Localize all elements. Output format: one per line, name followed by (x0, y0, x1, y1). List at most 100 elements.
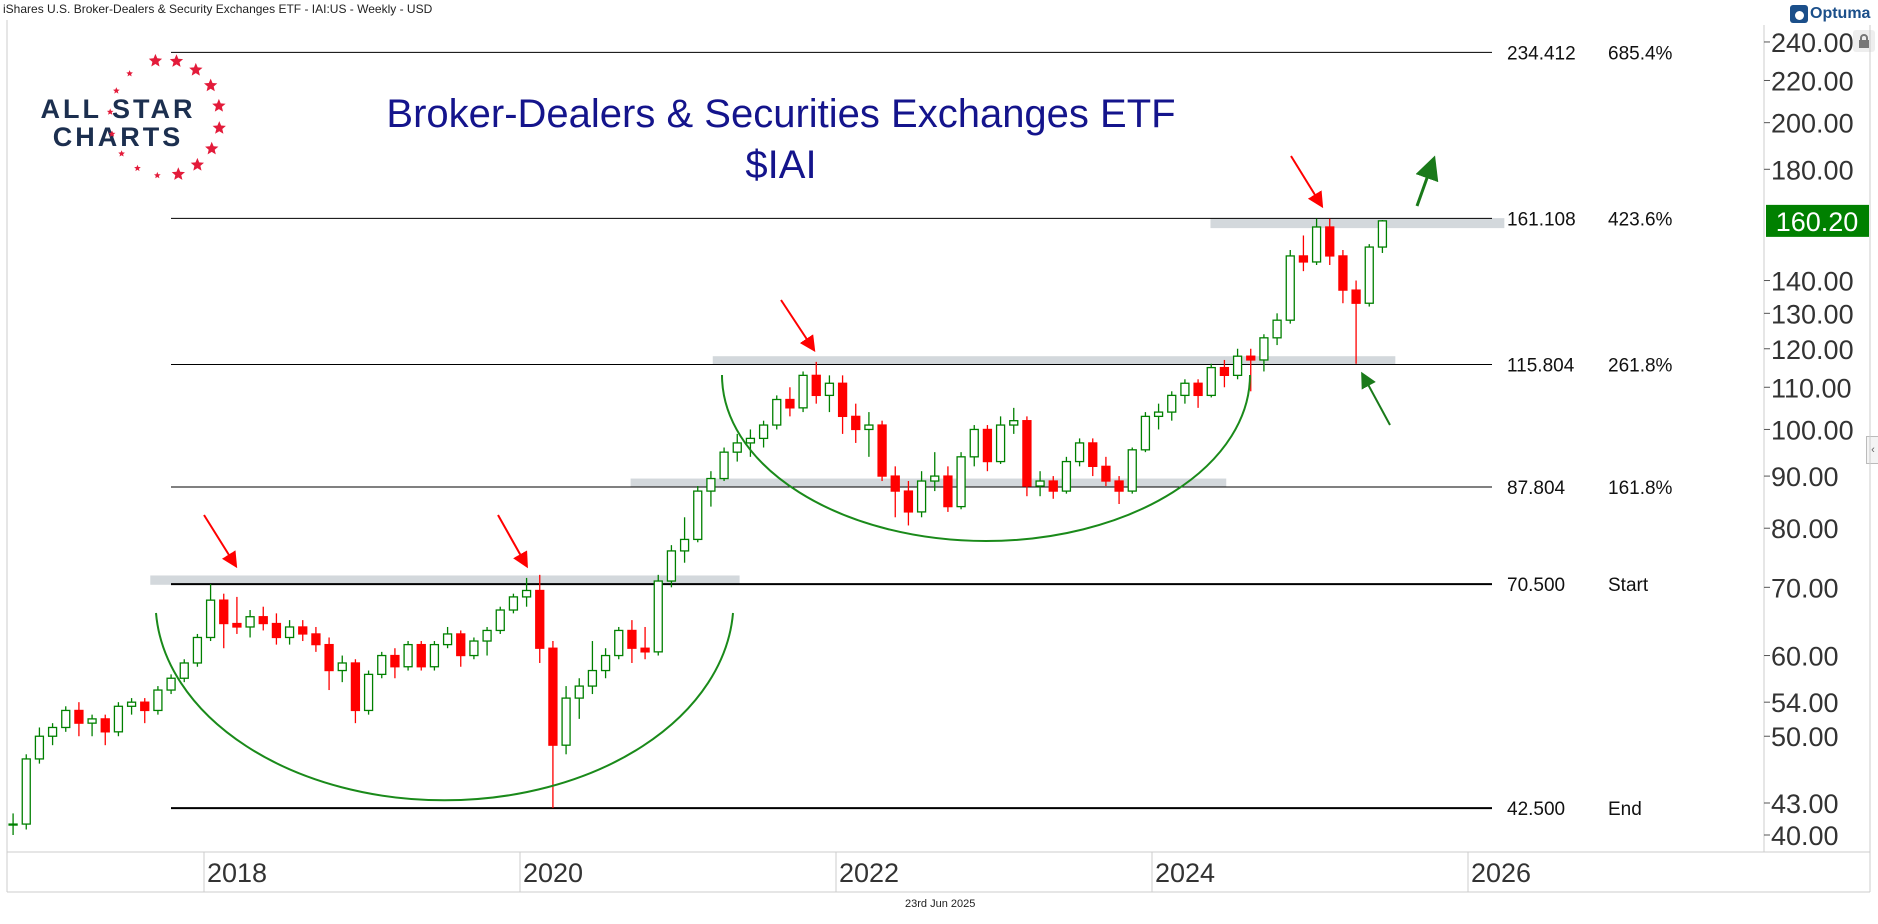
candle-body (732, 442, 742, 453)
candle-body (903, 490, 914, 513)
candle-body (535, 589, 545, 649)
candle-body (258, 616, 268, 625)
candle-body (1311, 226, 1322, 263)
candle-body (271, 622, 282, 639)
candle-body (482, 629, 492, 642)
y-tick-label: 240.00 (1771, 28, 1854, 58)
candle-body (1114, 480, 1124, 492)
x-tick-label: 2018 (207, 858, 267, 888)
optuma-logo: Optuma (1790, 3, 1870, 25)
candle-body (1074, 442, 1085, 463)
level-value: 115.804 (1507, 356, 1575, 377)
candle-body (416, 643, 426, 668)
candle-body (8, 823, 18, 826)
candle-body (1206, 366, 1216, 397)
candle-body (1338, 255, 1348, 291)
logo-line-2: CHARTS (53, 122, 184, 152)
star-icon (204, 78, 218, 92)
green-arrow-up-icon (1415, 155, 1439, 207)
candle-body (337, 662, 347, 672)
star-icon (169, 54, 184, 67)
candle-body (469, 640, 479, 657)
candle-body (521, 589, 532, 598)
resistance-zone (1210, 218, 1505, 229)
footer-date: 23rd Jun 2025 (905, 898, 976, 910)
candle-body (851, 415, 861, 431)
candle-body (363, 673, 374, 712)
y-tick-label: 120.00 (1771, 335, 1854, 365)
candle-body (403, 643, 413, 668)
x-tick-label: 2026 (1471, 858, 1531, 888)
candle-body (1048, 480, 1058, 492)
star-icon (108, 130, 116, 137)
y-tick-label: 110.00 (1771, 373, 1852, 403)
candle-body (587, 669, 598, 687)
star-icon (113, 87, 120, 94)
resistance-zone (712, 356, 1396, 365)
candle-body (1219, 366, 1230, 377)
candle-body (47, 726, 58, 737)
star-icon (106, 108, 114, 115)
candle-body (943, 475, 953, 508)
logo-line-1: ALL STAR (41, 94, 196, 124)
level-label: 423.6% (1608, 209, 1673, 230)
level-value: 234.412 (1507, 43, 1576, 64)
candle-body (1061, 460, 1072, 492)
candle-body (126, 701, 137, 707)
candle-body (679, 538, 690, 552)
y-tick-label: 100.00 (1771, 415, 1854, 445)
level-value: 87.804 (1507, 478, 1566, 499)
star-icon (154, 171, 161, 179)
candle-body (442, 633, 453, 646)
candle-body (745, 437, 756, 444)
x-tick-label: 2022 (839, 858, 899, 888)
candle-body (837, 382, 848, 418)
level-label: 161.8% (1608, 478, 1673, 499)
candle-body (34, 735, 45, 760)
candle-body (969, 428, 979, 458)
level-value: 70.500 (1507, 575, 1565, 596)
candle-body (390, 654, 400, 668)
candle-body (219, 599, 229, 625)
candle-body (153, 689, 163, 712)
candle-body (864, 424, 874, 431)
candle-body (508, 596, 519, 611)
candle-body (1088, 442, 1098, 468)
rounding-bottom-arc-2 (721, 374, 1251, 542)
collapse-panel-button[interactable]: ‹ (1866, 436, 1878, 464)
candle-body (1167, 394, 1177, 413)
candle-body (1180, 382, 1190, 397)
chart-title: Broker-Dealers & Securities Exchanges ET… (386, 92, 1175, 136)
candle-body (1022, 420, 1032, 487)
candle-body (1009, 420, 1019, 426)
candle-body (1325, 226, 1335, 257)
candle-body (74, 709, 84, 724)
y-tick-label: 180.00 (1771, 155, 1854, 185)
candle-body (179, 662, 189, 679)
candle-body (666, 550, 677, 582)
resistance-zone (150, 575, 740, 585)
candle-body (298, 626, 308, 635)
candle-body (627, 629, 637, 649)
candle-body (1285, 255, 1295, 321)
star-icon (190, 157, 204, 171)
y-tick-label: 43.00 (1771, 789, 1839, 819)
candle-body (192, 636, 203, 664)
candle-body (21, 758, 31, 825)
candle-body (350, 662, 361, 712)
star-icon (212, 121, 226, 134)
red-arrow-icon (203, 514, 238, 569)
candle-body (1035, 480, 1045, 487)
level-label: End (1608, 799, 1642, 820)
last-price-badge: 160.20 (1766, 204, 1869, 237)
candle-body (311, 633, 321, 646)
candle-body (113, 705, 124, 733)
candle-body (284, 626, 295, 639)
candle-body (719, 451, 729, 480)
candle-body (561, 697, 571, 746)
candle-body (548, 647, 558, 746)
candle-body (772, 398, 782, 426)
y-tick-label: 80.00 (1771, 514, 1839, 544)
candle-body (140, 701, 150, 712)
candle-body (916, 480, 927, 513)
